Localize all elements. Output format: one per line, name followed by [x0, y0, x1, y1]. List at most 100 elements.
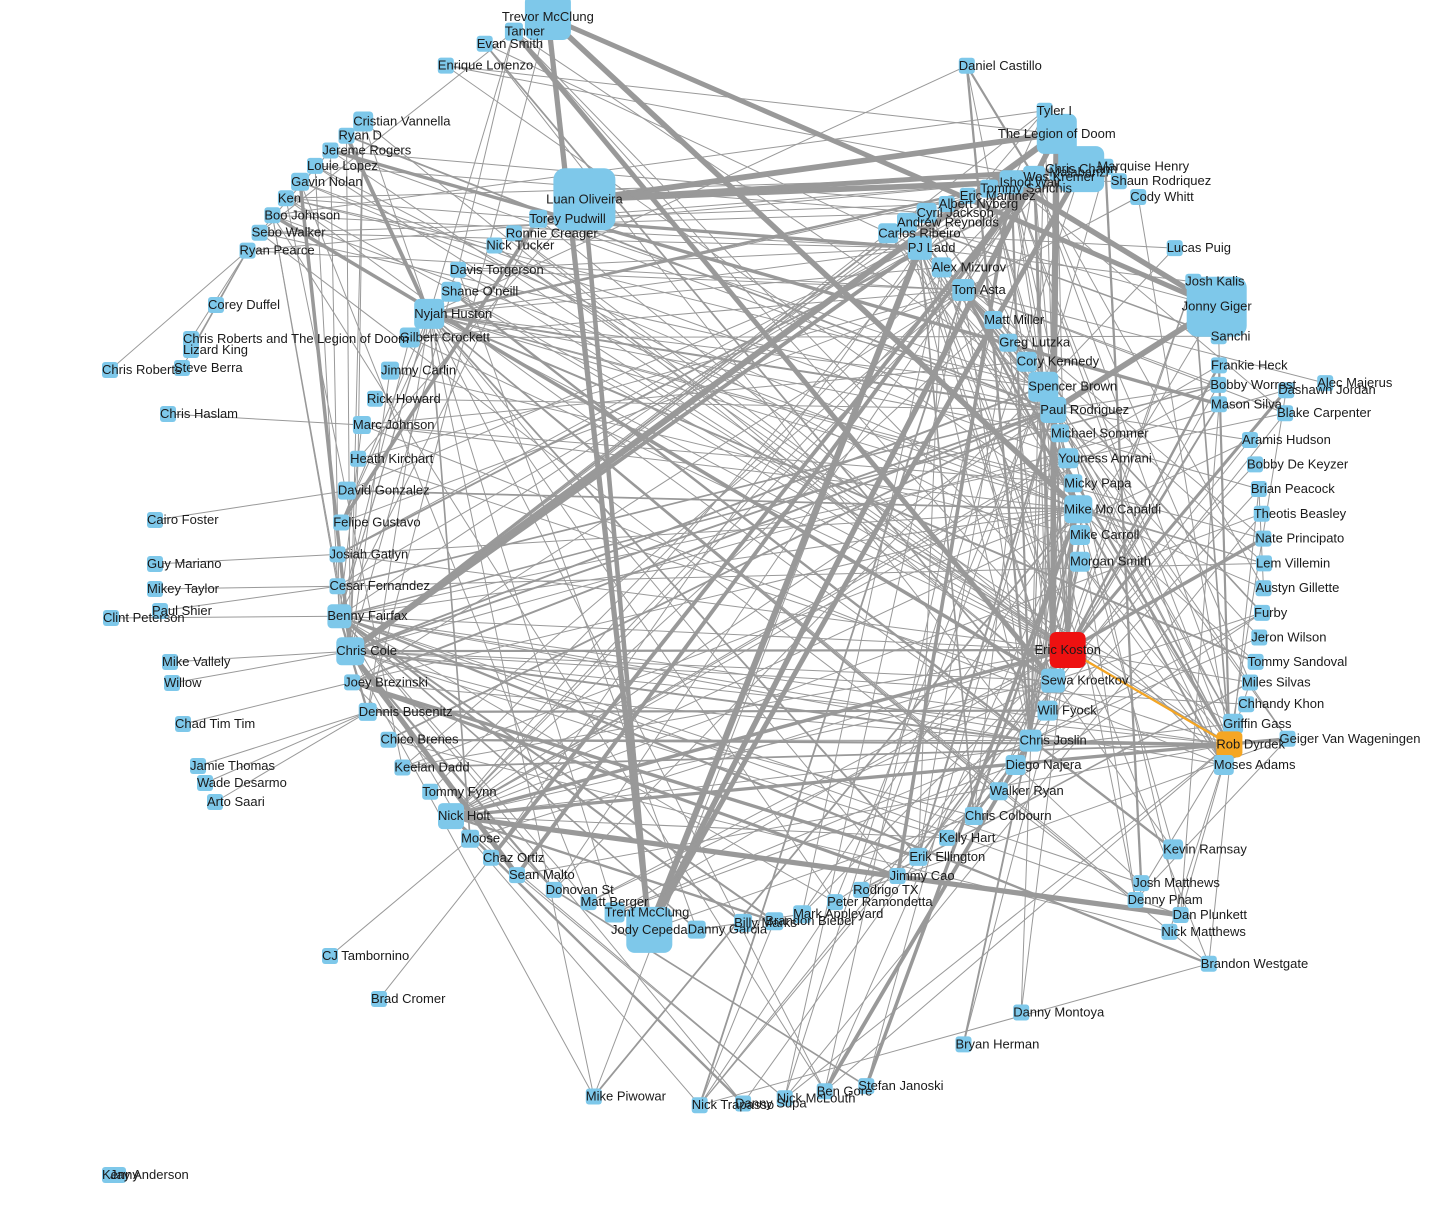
svg-text:Greg Lutzka: Greg Lutzka — [999, 335, 1071, 350]
svg-text:Jonny Giger: Jonny Giger — [1182, 299, 1253, 314]
svg-text:Ronnie Creager: Ronnie Creager — [506, 225, 598, 240]
svg-text:Marquise Henry: Marquise Henry — [1097, 159, 1189, 174]
svg-text:Nyjah Huston: Nyjah Huston — [414, 306, 492, 321]
svg-text:Josiah Gatlyn: Josiah Gatlyn — [330, 546, 409, 561]
svg-text:Paul Rodriguez: Paul Rodriguez — [1040, 402, 1129, 417]
svg-text:Cory Kennedy: Cory Kennedy — [1017, 354, 1100, 369]
svg-text:Ryan Pearce: Ryan Pearce — [240, 243, 315, 258]
svg-text:Chris Haslam: Chris Haslam — [160, 406, 238, 421]
svg-text:Rick Howard: Rick Howard — [367, 391, 441, 406]
svg-text:Bobby De Keyzer: Bobby De Keyzer — [1247, 456, 1349, 471]
svg-text:Willow: Willow — [164, 675, 202, 690]
svg-text:Torey Pudwill: Torey Pudwill — [529, 211, 606, 226]
svg-text:Chaz Ortiz: Chaz Ortiz — [483, 850, 544, 865]
svg-text:Nick Trapasso: Nick Trapasso — [692, 1097, 774, 1112]
svg-text:Tyler I: Tyler I — [1037, 103, 1072, 118]
svg-text:Cesar Fernandez: Cesar Fernandez — [330, 578, 430, 593]
svg-text:The Legion of Doom: The Legion of Doom — [998, 126, 1116, 141]
svg-text:Bryan Herman: Bryan Herman — [956, 1036, 1040, 1051]
svg-text:Mike Mo Capaldi: Mike Mo Capaldi — [1064, 501, 1161, 516]
svg-text:Jamie Thomas: Jamie Thomas — [190, 758, 276, 773]
svg-text:Theotis Beasley: Theotis Beasley — [1254, 506, 1347, 521]
svg-text:Davis Torgerson: Davis Torgerson — [450, 262, 544, 277]
svg-text:Youness Amrani: Youness Amrani — [1058, 450, 1152, 465]
svg-text:Moose: Moose — [461, 831, 500, 846]
svg-text:Chico Brenes: Chico Brenes — [381, 732, 460, 747]
svg-text:Mason Silva: Mason Silva — [1211, 396, 1283, 411]
svg-text:Miles Silvas: Miles Silvas — [1242, 675, 1311, 690]
svg-text:Nick Holt: Nick Holt — [438, 808, 490, 823]
svg-text:Geiger Van Wageningen: Geiger Van Wageningen — [1280, 731, 1421, 746]
svg-text:Cristian Vannella: Cristian Vannella — [353, 114, 451, 129]
svg-text:Jody Cepeda: Jody Cepeda — [611, 922, 688, 937]
svg-text:Mike Carroll: Mike Carroll — [1070, 527, 1139, 542]
svg-text:PJ Ladd: PJ Ladd — [908, 240, 956, 255]
svg-text:Moses Adams: Moses Adams — [1214, 757, 1296, 772]
svg-text:Enrique Lorenzo: Enrique Lorenzo — [438, 58, 533, 73]
svg-text:Keelan Dadd: Keelan Dadd — [394, 760, 469, 775]
svg-text:Lucas Puig: Lucas Puig — [1167, 240, 1231, 255]
svg-text:Chhandy Khon: Chhandy Khon — [1238, 696, 1324, 711]
svg-text:Jimmy Cao: Jimmy Cao — [890, 868, 955, 883]
svg-text:Chris Colbourn: Chris Colbourn — [965, 808, 1052, 823]
svg-text:Cairo Foster: Cairo Foster — [147, 512, 219, 527]
svg-text:Nick Matthews: Nick Matthews — [1161, 924, 1246, 939]
svg-text:Sebo Walker: Sebo Walker — [252, 225, 327, 240]
svg-text:Micky Papa: Micky Papa — [1064, 475, 1132, 490]
svg-text:Gavin Nolan: Gavin Nolan — [291, 174, 363, 189]
svg-text:Brad Cromer: Brad Cromer — [371, 991, 446, 1006]
svg-text:Jeron Wilson: Jeron Wilson — [1251, 630, 1326, 645]
svg-text:Josh Kalis: Josh Kalis — [1185, 274, 1245, 289]
svg-text:Rodrigo TX: Rodrigo TX — [853, 882, 919, 897]
svg-text:Spencer Brown: Spencer Brown — [1028, 379, 1117, 394]
svg-text:Rob Dyrdek: Rob Dyrdek — [1216, 736, 1285, 751]
svg-text:Brandon Westgate: Brandon Westgate — [1201, 956, 1308, 971]
svg-text:Evan Smith: Evan Smith — [477, 36, 543, 51]
svg-text:Ken: Ken — [278, 190, 301, 205]
svg-text:Jay Anderson: Jay Anderson — [110, 1167, 189, 1182]
svg-text:Jereme Rogers: Jereme Rogers — [322, 143, 411, 158]
svg-text:Louie Lopez: Louie Lopez — [307, 158, 378, 173]
svg-text:Luan Oliveira: Luan Oliveira — [546, 191, 623, 206]
svg-text:Dan Plunkett: Dan Plunkett — [1173, 907, 1248, 922]
svg-text:Alex Mizurov: Alex Mizurov — [932, 259, 1007, 274]
svg-text:Brian Peacock: Brian Peacock — [1251, 481, 1335, 496]
svg-text:Trent McClung: Trent McClung — [605, 905, 690, 920]
svg-text:Mikey Taylor: Mikey Taylor — [147, 581, 220, 596]
svg-text:Ryan D: Ryan D — [339, 128, 382, 143]
svg-text:Sewa Kroetkov: Sewa Kroetkov — [1041, 673, 1129, 688]
svg-text:Diego Najera: Diego Najera — [1006, 757, 1083, 772]
svg-text:Nate Principato: Nate Principato — [1255, 531, 1344, 546]
svg-text:Chris Joslin: Chris Joslin — [1020, 733, 1087, 748]
svg-text:Arto Saari: Arto Saari — [207, 794, 265, 809]
svg-text:Furby: Furby — [1254, 605, 1288, 620]
svg-text:Denny Pham: Denny Pham — [1128, 892, 1203, 907]
svg-text:Lizard King: Lizard King — [183, 342, 248, 357]
svg-text:Kevin Ramsay: Kevin Ramsay — [1163, 841, 1247, 856]
svg-text:Benny Fairfax: Benny Fairfax — [327, 608, 408, 623]
svg-text:Mike Vallely: Mike Vallely — [162, 654, 231, 669]
svg-text:Danny Montoya: Danny Montoya — [1013, 1005, 1105, 1020]
svg-text:Aramis Hudson: Aramis Hudson — [1242, 432, 1331, 447]
svg-text:Michael Sommer: Michael Sommer — [1051, 425, 1149, 440]
svg-text:Matt Miller: Matt Miller — [984, 312, 1045, 327]
svg-text:Erik Ellington: Erik Ellington — [909, 849, 985, 864]
svg-text:Trevor McClung: Trevor McClung — [502, 9, 594, 24]
svg-text:Gilbert Crockett: Gilbert Crockett — [400, 330, 491, 345]
svg-text:Dashawn Jordan: Dashawn Jordan — [1278, 382, 1376, 397]
svg-text:Steve Berra: Steve Berra — [174, 360, 243, 375]
svg-text:Morgan Smith: Morgan Smith — [1070, 554, 1151, 569]
svg-text:Lem Villemin: Lem Villemin — [1256, 555, 1330, 570]
svg-text:Jimmy Carlin: Jimmy Carlin — [381, 363, 456, 378]
svg-text:Wade Desarmo: Wade Desarmo — [197, 775, 287, 790]
svg-text:Tommy Fynn: Tommy Fynn — [422, 784, 496, 799]
svg-text:Joey Brezinski: Joey Brezinski — [344, 674, 428, 689]
svg-text:Will Fyock: Will Fyock — [1038, 703, 1098, 718]
svg-text:Sanchi: Sanchi — [1211, 328, 1251, 343]
svg-text:David Gonzalez: David Gonzalez — [338, 483, 430, 498]
svg-text:Heath Kirchart: Heath Kirchart — [350, 451, 433, 466]
svg-text:Eric Koston: Eric Koston — [1034, 642, 1100, 657]
svg-text:Clint Peterson: Clint Peterson — [103, 610, 185, 625]
svg-text:Cody Whitt: Cody Whitt — [1130, 189, 1194, 204]
svg-text:CJ Tambornino: CJ Tambornino — [322, 948, 409, 963]
